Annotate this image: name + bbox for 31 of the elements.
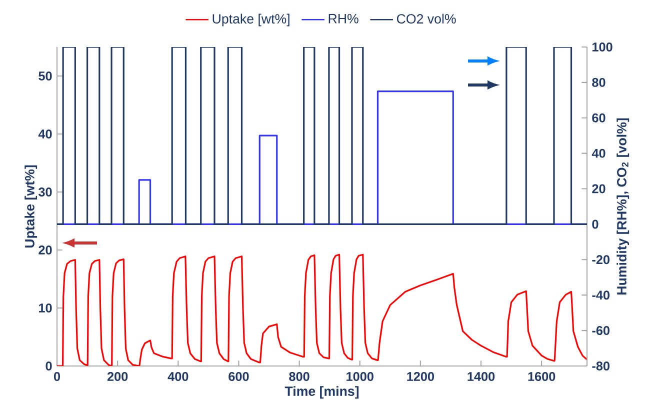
y2-tick-label: 20 [592,184,606,194]
y2-tick-label: 80 [592,78,606,87]
x-tick-label: 1600 [528,372,556,381]
x-tick-label: 400 [168,372,188,381]
legend-label: RH% [328,14,358,24]
x-axis-title: Time [mins] [284,386,359,399]
y2-tick-label: 0 [592,220,598,229]
y-tick-label: 50 [38,72,52,80]
y2-tick-label: 60 [592,113,606,122]
legend-label: CO2 vol% [396,14,456,24]
y2-tick-label: -60 [592,326,610,336]
x-tick-label: 800 [289,372,310,381]
x-tick-label: 200 [107,372,128,381]
y-tick-label: 20 [38,246,52,254]
legend-label: Uptake [wt%] [212,14,290,26]
y-tick-label: 10 [39,304,52,312]
y-tick-label: 40 [38,130,52,138]
y2-tick-label: -20 [592,255,610,264]
y2-tick-label: 100 [592,42,612,52]
y2-axis-title: Humidity [RH%], CO$_{2}$ [vol%] [616,118,630,294]
x-tick-label: 1400 [468,372,495,381]
y2-tick-label: 40 [592,148,606,158]
y-axis-title: Uptake [wt%] [24,165,38,248]
x-tick-label: 1200 [407,372,434,381]
y2-tick-label: -80 [592,362,610,370]
y-tick-label: 30 [38,187,52,196]
y-tick-label: 0 [46,362,52,370]
x-tick-label: 600 [228,372,249,381]
x-tick-label: 1000 [346,372,374,381]
x-tick-label: 0 [54,372,60,381]
y2-tick-label: -40 [592,290,610,300]
